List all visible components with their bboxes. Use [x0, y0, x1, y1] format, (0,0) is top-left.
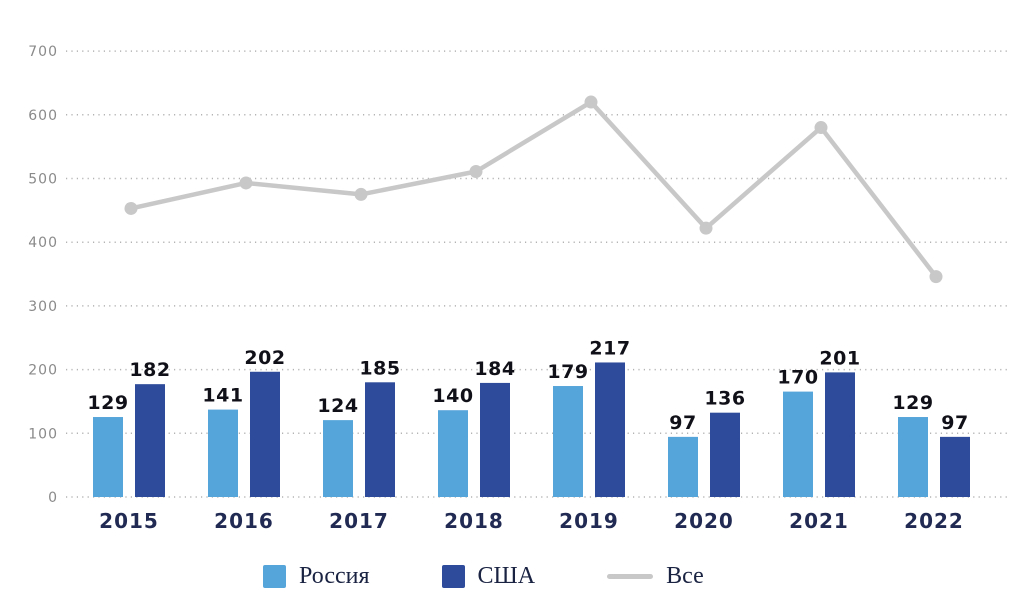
bar-russia	[898, 417, 928, 497]
line-marker	[469, 164, 483, 178]
legend-item-all: Все	[607, 564, 704, 588]
y-axis-tick-label: 100	[28, 426, 58, 442]
bar-value-label: 185	[359, 357, 400, 379]
bar-usa	[825, 372, 855, 497]
bar-value-label: 129	[892, 392, 933, 414]
bar-value-label: 217	[589, 337, 630, 359]
line-marker	[124, 201, 138, 215]
line-marker	[814, 121, 828, 135]
y-axis-tick-label: 300	[28, 299, 58, 315]
legend-label-russia: Россия	[299, 563, 370, 589]
x-axis-tick-label: 2019	[559, 509, 619, 533]
bar-usa	[710, 412, 740, 497]
bar-value-label: 140	[432, 385, 473, 407]
bar-value-label: 182	[129, 359, 170, 381]
bar-usa	[480, 382, 510, 497]
all-line-swatch-icon	[607, 573, 654, 579]
line-series-all	[128, 99, 939, 279]
combo-chart: 0100200300400500600700129182201514120220…	[28, 44, 1011, 533]
chart-legend: Россия США Все	[263, 561, 704, 591]
bar-value-label: 141	[202, 385, 243, 407]
x-axis-tick-label: 2018	[444, 509, 504, 533]
legend-label-all: Все	[666, 563, 704, 589]
x-axis-tick-label: 2021	[789, 509, 849, 533]
bar-russia	[323, 420, 353, 497]
x-axis-tick-label: 2020	[674, 509, 734, 533]
bar-value-label: 97	[669, 412, 696, 434]
bar-value-label: 202	[244, 347, 285, 369]
bar-russia	[668, 436, 698, 497]
bar-russia	[438, 410, 468, 497]
line-marker	[584, 95, 598, 109]
bar-russia	[783, 391, 813, 497]
x-axis-tick-label: 2022	[904, 509, 964, 533]
y-axis-tick-label: 700	[28, 44, 58, 60]
x-axis-tick-label: 2017	[329, 509, 389, 533]
usa-swatch-icon	[441, 564, 465, 588]
bar-usa	[595, 362, 625, 497]
bar-value-label: 129	[87, 392, 128, 414]
bar-usa	[250, 371, 280, 497]
legend-item-russia: Россия	[263, 564, 370, 588]
bar-value-label: 170	[777, 367, 818, 389]
bar-russia	[208, 409, 238, 497]
y-axis-tick-label: 600	[28, 108, 58, 124]
line-marker	[239, 176, 253, 190]
bar-russia	[93, 417, 123, 497]
bar-value-label: 136	[704, 388, 745, 410]
bar-usa	[940, 436, 970, 497]
y-axis-tick-label: 500	[28, 172, 58, 188]
line-marker	[699, 221, 713, 235]
line-marker	[929, 270, 943, 284]
bar-value-label: 184	[474, 358, 515, 380]
y-axis-tick-label: 400	[28, 235, 58, 251]
y-axis-tick-label: 0	[48, 490, 58, 506]
bar-value-label: 179	[547, 361, 588, 383]
russia-swatch-icon	[263, 564, 286, 588]
y-axis-tick-label: 200	[28, 363, 58, 379]
x-axis-tick-label: 2015	[99, 509, 159, 533]
line-marker	[354, 187, 368, 201]
legend-label-usa: США	[477, 563, 536, 589]
bar-value-label: 124	[317, 395, 358, 417]
bar-value-label: 201	[819, 347, 860, 369]
legend-item-usa: США	[441, 563, 536, 589]
x-axis-tick-label: 2016	[214, 509, 274, 533]
bar-value-label: 97	[941, 412, 968, 434]
bar-russia	[553, 386, 583, 497]
bar-usa	[135, 384, 165, 497]
bar-usa	[365, 382, 395, 497]
